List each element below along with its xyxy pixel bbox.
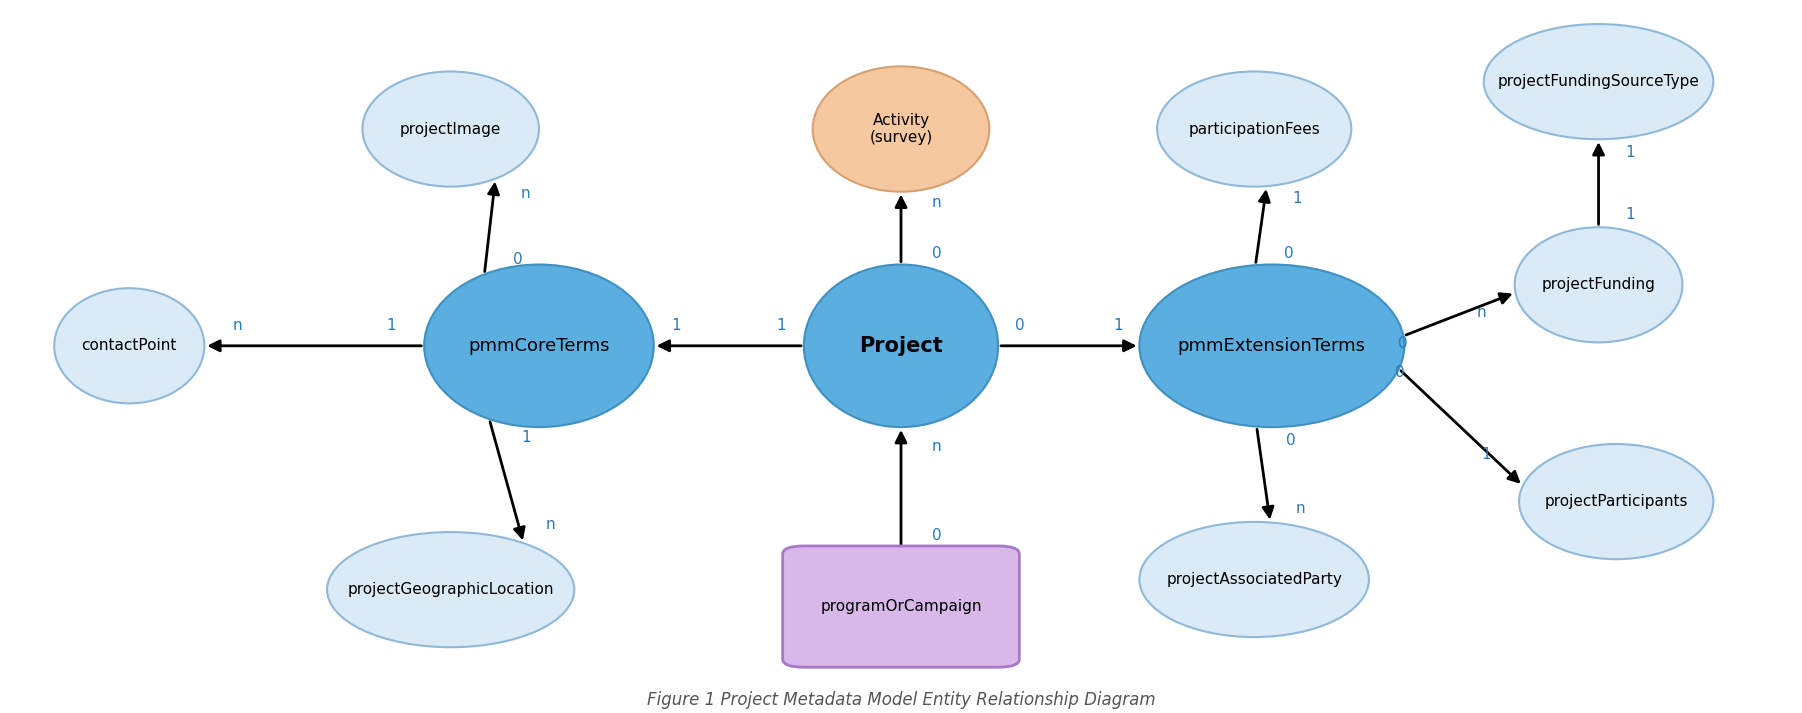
Ellipse shape [362, 71, 539, 187]
Ellipse shape [423, 265, 654, 427]
Text: 0: 0 [1398, 336, 1407, 351]
Text: Figure 1 Project Metadata Model Entity Relationship Diagram: Figure 1 Project Metadata Model Entity R… [647, 692, 1155, 709]
Text: 1: 1 [521, 430, 532, 445]
Text: 1: 1 [386, 318, 396, 333]
Text: pmmExtensionTerms: pmmExtensionTerms [1179, 337, 1366, 355]
Ellipse shape [1157, 71, 1352, 187]
Text: projectImage: projectImage [400, 121, 501, 137]
Ellipse shape [813, 66, 989, 192]
Ellipse shape [1515, 227, 1683, 342]
Text: Activity
(survey): Activity (survey) [869, 113, 933, 145]
Text: n: n [546, 517, 555, 532]
Text: 1: 1 [1292, 190, 1301, 205]
Text: 1: 1 [1625, 207, 1634, 222]
Text: Project: Project [860, 336, 942, 356]
Text: projectFunding: projectFunding [1543, 277, 1656, 292]
Text: programOrCampaign: programOrCampaign [820, 599, 982, 614]
Text: n: n [521, 185, 530, 200]
Text: 1: 1 [1114, 318, 1123, 333]
Text: projectFundingSourceType: projectFundingSourceType [1497, 74, 1699, 89]
Ellipse shape [326, 532, 575, 647]
Text: projectGeographicLocation: projectGeographicLocation [348, 582, 553, 597]
Text: 1: 1 [672, 318, 681, 333]
Text: 1: 1 [1625, 145, 1634, 160]
Ellipse shape [804, 265, 998, 427]
Text: projectParticipants: projectParticipants [1544, 494, 1688, 509]
Text: projectAssociatedParty: projectAssociatedParty [1166, 572, 1342, 587]
Text: 0: 0 [1015, 318, 1024, 333]
Text: contactPoint: contactPoint [81, 338, 177, 354]
Ellipse shape [1483, 24, 1714, 139]
Text: 0: 0 [1285, 434, 1296, 448]
Text: 0: 0 [514, 252, 523, 267]
Ellipse shape [1139, 265, 1404, 427]
Text: 0: 0 [1395, 365, 1404, 380]
Text: participationFees: participationFees [1188, 121, 1321, 137]
Ellipse shape [1519, 444, 1714, 559]
Text: 1: 1 [777, 318, 786, 333]
Text: 0: 0 [1285, 246, 1294, 261]
Text: n: n [1476, 305, 1487, 320]
Text: 0: 0 [932, 528, 941, 543]
Ellipse shape [54, 288, 204, 404]
Text: pmmCoreTerms: pmmCoreTerms [469, 337, 609, 355]
Text: n: n [1296, 501, 1305, 515]
Text: 1: 1 [1481, 447, 1492, 462]
Text: 0: 0 [932, 246, 941, 261]
FancyBboxPatch shape [782, 546, 1020, 667]
Ellipse shape [1139, 522, 1370, 637]
Text: n: n [932, 195, 941, 210]
Text: n: n [932, 438, 941, 453]
Text: n: n [232, 318, 241, 333]
